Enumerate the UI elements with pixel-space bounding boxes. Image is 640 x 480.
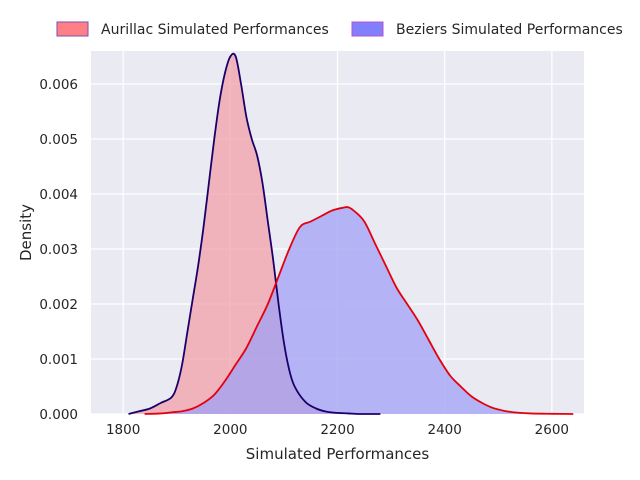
legend-label-0: Aurillac Simulated Performances [101,22,329,38]
y-tick-label: 0.000 [39,407,78,423]
series-line-1 [144,206,574,415]
x-tick-label: 2200 [320,422,354,438]
x-axis-title: Simulated Performances [246,445,430,463]
y-tick-label: 0.001 [39,352,78,368]
x-tick-label: 1800 [106,422,140,438]
series-lines [128,52,574,415]
x-tick-label: 2000 [213,422,247,438]
series-line-0 [128,52,381,415]
x-tick-label: 2600 [535,422,569,438]
x-tick-label: 2400 [427,422,461,438]
series-area-1 [144,207,574,414]
y-tick-label: 0.005 [39,132,78,148]
series-area-0 [128,53,381,415]
y-tick-label: 0.003 [39,242,78,258]
y-tick-label: 0.006 [39,77,78,93]
series-areas [128,53,574,415]
y-tick-label: 0.004 [39,187,78,203]
legend-swatch-1 [351,21,384,37]
y-tick-label: 0.002 [39,297,78,313]
legend-swatch-0 [56,21,89,37]
legend: Aurillac Simulated Performances Beziers S… [56,21,623,38]
y-axis-title: Density [17,204,35,261]
legend-label-1: Beziers Simulated Performances [396,22,623,38]
tick-labels: 1800 2000 2200 2400 2600 0.000 0.001 0.002 0.003… [39,77,569,438]
